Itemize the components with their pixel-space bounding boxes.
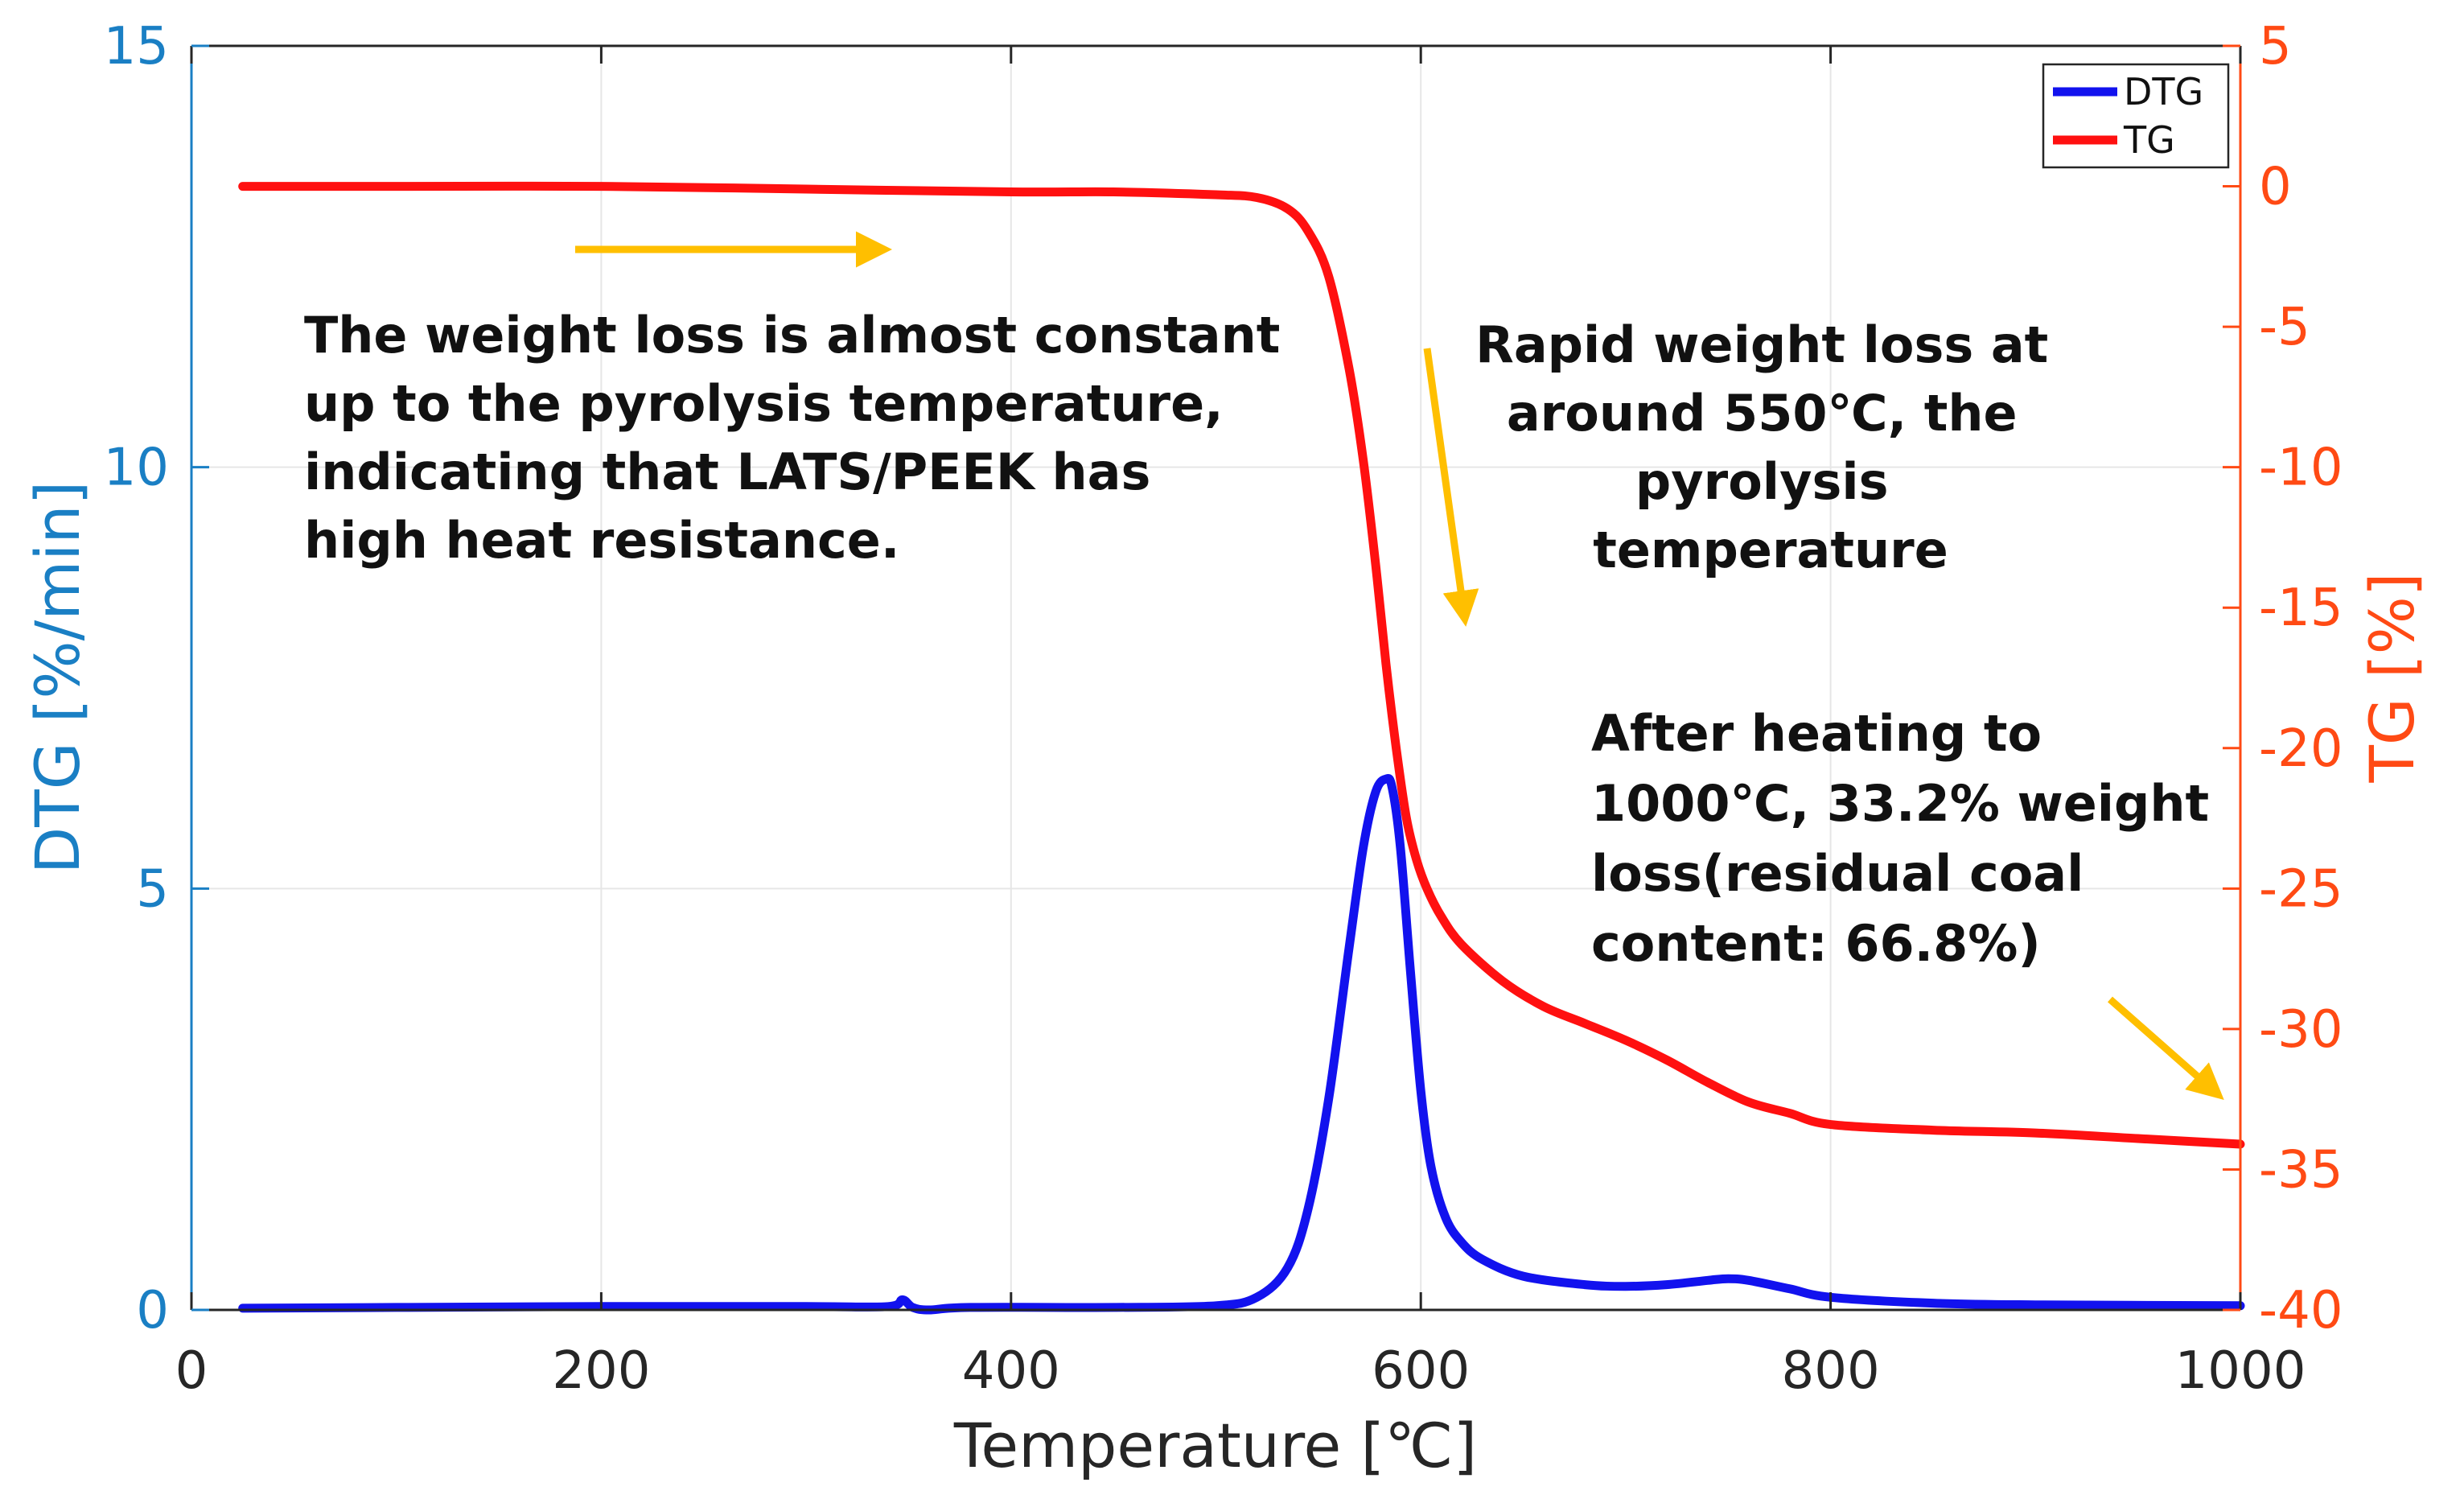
axes-frame — [190, 44, 2242, 1312]
x-tick-label: 1000 — [2175, 1341, 2306, 1401]
right-y-axis-ticks: 5 0 -5 -10 -15 -20 -25 -30 -35 -40 — [2223, 17, 2343, 1340]
left-y-axis-ticks: 0 5 10 15 — [104, 17, 209, 1340]
right-y-tick-label: -35 — [2259, 1140, 2343, 1200]
x-tick-label: 0 — [175, 1341, 208, 1401]
annotation-line: 1000℃, 33.2% weight — [1591, 774, 2209, 833]
annotation-arrow — [1423, 348, 1479, 627]
dtg-series-line — [238, 773, 2245, 1315]
left-y-tick-label: 0 — [136, 1281, 169, 1340]
annotation-line: After heating to — [1591, 704, 2042, 763]
x-tick-label: 200 — [552, 1341, 650, 1401]
plot-area — [191, 46, 2240, 1310]
right-y-tick-label: -30 — [2259, 1000, 2343, 1060]
annotation-line: indicating that LATS/PEEK has — [304, 443, 1150, 501]
legend: DTG TG — [2042, 63, 2230, 169]
annotation-line: around 550℃, the — [1507, 384, 2018, 443]
right-y-tick-label: -10 — [2259, 439, 2343, 498]
x-axis-ticks: 0 200 400 600 800 1000 — [175, 46, 2306, 1401]
right-y-tick-label: -25 — [2259, 859, 2343, 919]
left-y-tick-label: 15 — [104, 17, 169, 76]
annotation-arrow — [2108, 996, 2224, 1100]
left-y-axis-title: DTG [%/min] — [22, 481, 93, 874]
right-y-tick-label: -15 — [2259, 579, 2343, 638]
legend-label-tg: TG — [2123, 118, 2175, 162]
right-y-axis-title: TG [%] — [2356, 573, 2428, 784]
series-group — [238, 181, 2245, 1315]
left-y-tick-label: 10 — [104, 439, 169, 498]
annotation-line: up to the pyrolysis temperature, — [304, 374, 1224, 433]
x-tick-label: 400 — [962, 1341, 1060, 1401]
gridlines — [191, 46, 2240, 1310]
annotation-line: pyrolysis — [1635, 452, 1889, 511]
svg-text:Rapid weight loss at aro: Rapid weight loss at around 550℃, the py… — [1475, 315, 2066, 579]
annotation-line: loss(residual coal — [1591, 844, 2083, 903]
right-y-tick-label: 5 — [2259, 17, 2292, 76]
annotation-heat-resistance: The weight loss is almost constant up to… — [304, 231, 1298, 570]
annotation-line: high heat resistance. — [304, 511, 899, 570]
annotation-line: temperature — [1593, 521, 1948, 579]
legend-label-dtg: DTG — [2124, 70, 2203, 113]
right-y-tick-label: 0 — [2259, 158, 2292, 217]
svg-text:After heating to 1000℃,: After heating to 1000℃, 33.2% weight los… — [1591, 704, 2227, 973]
right-y-tick-label: -20 — [2259, 719, 2343, 779]
right-y-tick-label: -5 — [2259, 298, 2310, 357]
annotation-line: content: 66.8%) — [1591, 914, 2041, 973]
annotation-line: Rapid weight loss at — [1475, 315, 2048, 374]
tg-series-line — [238, 181, 2245, 1149]
right-y-tick-label: -40 — [2259, 1281, 2343, 1340]
x-tick-label: 600 — [1372, 1341, 1470, 1401]
left-y-tick-label: 5 — [136, 859, 169, 919]
x-tick-label: 800 — [1782, 1341, 1880, 1401]
legend-box — [2042, 63, 2230, 169]
x-axis-title: Temperature [℃] — [953, 1410, 1477, 1481]
annotation-rapid-loss: Rapid weight loss at around 550℃, the py… — [1423, 315, 2066, 627]
annotation-residual: After heating to 1000℃, 33.2% weight los… — [1591, 704, 2227, 1100]
svg-text:The weight loss is almost cons: The weight loss is almost constant up to… — [304, 306, 1298, 570]
annotation-line: The weight loss is almost constant — [304, 306, 1280, 364]
